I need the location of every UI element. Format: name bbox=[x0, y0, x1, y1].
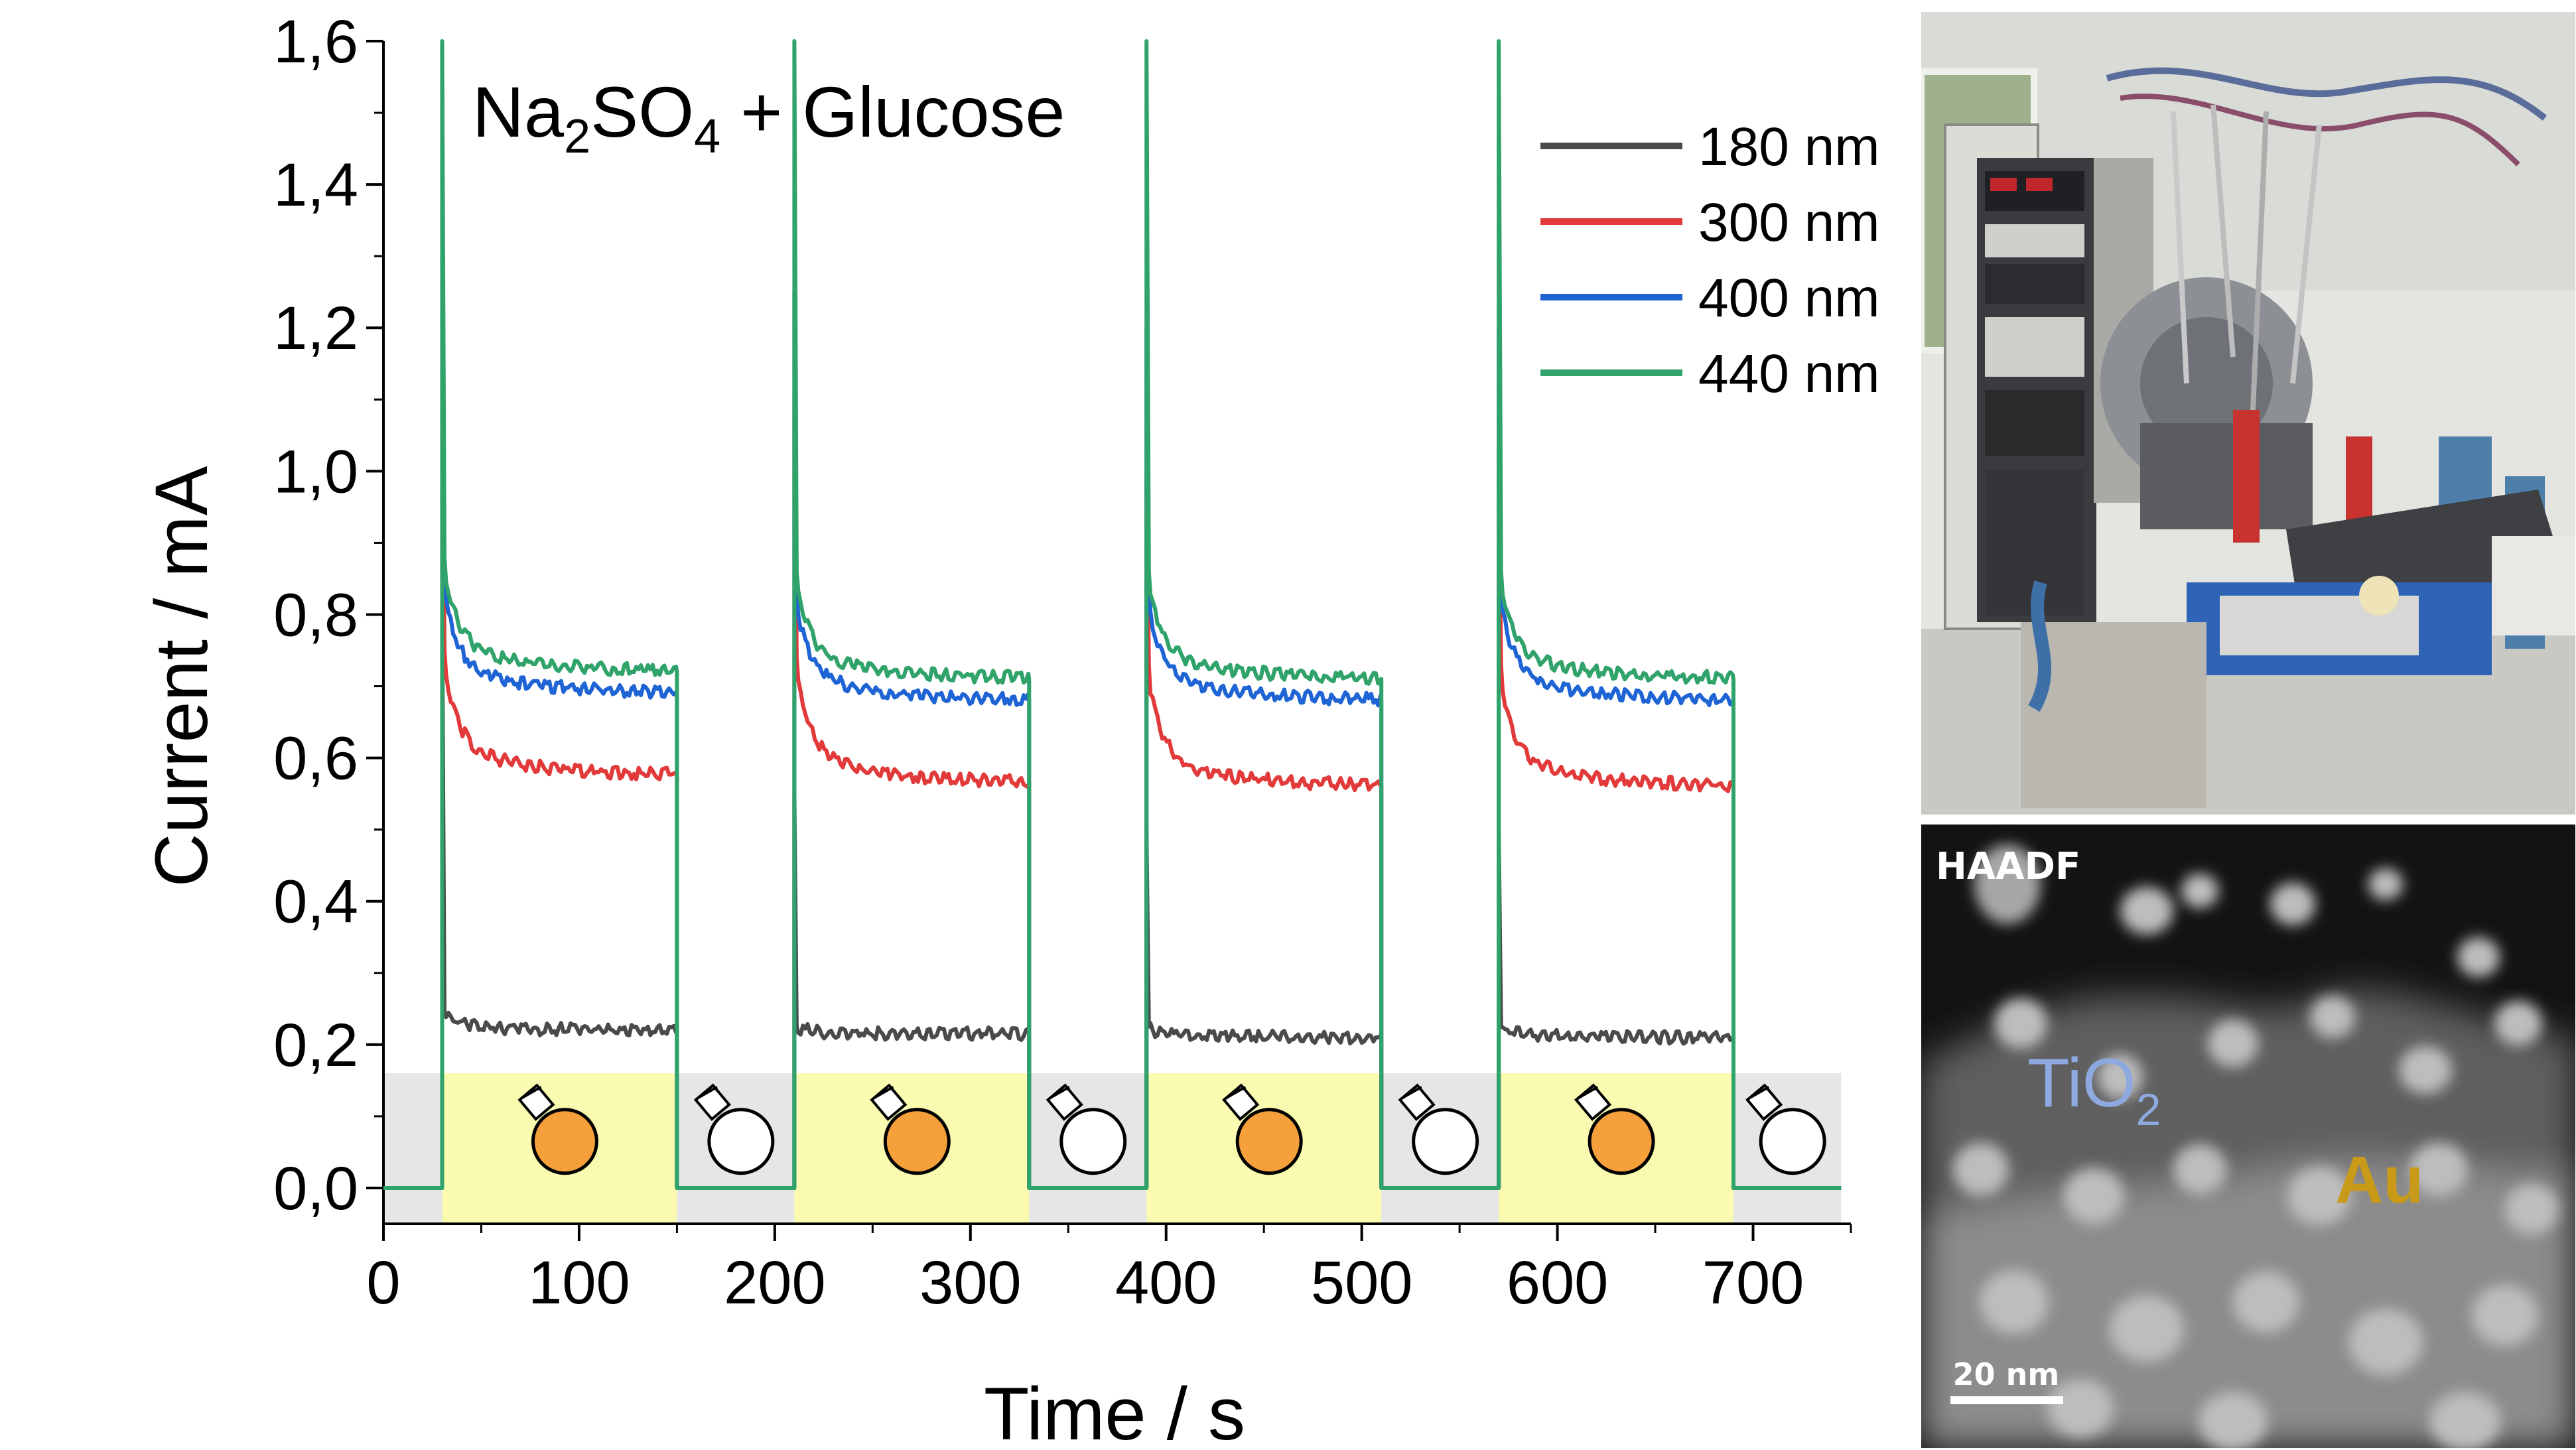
legend-label: 440 nm bbox=[1698, 344, 1880, 404]
bulb-glass bbox=[1235, 1108, 1303, 1175]
scale-bar bbox=[1950, 1396, 2063, 1404]
y-tick-label: 1,2 bbox=[273, 295, 358, 362]
haadf-stem-image: HAADF TiO2 Au 20 nm bbox=[1921, 824, 2575, 1448]
legend-label: 300 nm bbox=[1698, 192, 1880, 253]
bulb-thread bbox=[1578, 1085, 1599, 1099]
light-off-band bbox=[383, 1073, 442, 1224]
chart-axes: 0,0 0,2 0,4 0,6 0,8 1,0 1,2 1,4 1,6 0 100 200 300 400… bbox=[273, 8, 1852, 1317]
illumination-bands bbox=[383, 1073, 1842, 1224]
y-tick-label: 0,2 bbox=[273, 1012, 358, 1079]
lit-bulb-icon bbox=[1574, 1083, 1655, 1175]
y-axis-title: Current / mA bbox=[140, 466, 223, 887]
x-tick-label: 500 bbox=[1311, 1249, 1413, 1317]
photocurrent-chart: 0,0 0,2 0,4 0,6 0,8 1,0 1,2 1,4 1,6 0 100 200 300 400… bbox=[140, 8, 1880, 1450]
bulb-thread bbox=[521, 1085, 542, 1099]
series-line bbox=[383, 39, 1842, 1190]
bulb-thread bbox=[1402, 1085, 1422, 1099]
y-tick-label: 0,4 bbox=[273, 868, 358, 936]
unlit-bulb-icon bbox=[1398, 1083, 1479, 1175]
y-tick-label: 1,4 bbox=[273, 151, 358, 219]
bulb-glass bbox=[1588, 1108, 1655, 1175]
bulb-thread bbox=[1749, 1085, 1770, 1099]
unlit-bulb-icon bbox=[1745, 1083, 1826, 1175]
lit-bulb-icon bbox=[517, 1083, 598, 1175]
scale-bar-label: 20 nm bbox=[1953, 1356, 2060, 1392]
legend-label: 400 nm bbox=[1698, 268, 1880, 328]
y-tick-label: 0,6 bbox=[273, 725, 358, 793]
chart-series bbox=[383, 39, 1842, 1190]
bulb-glass bbox=[1759, 1108, 1826, 1175]
x-tick-label: 600 bbox=[1507, 1249, 1609, 1317]
legend-label: 180 nm bbox=[1698, 117, 1880, 177]
x-axis-title: Time / s bbox=[984, 1372, 1245, 1450]
x-tick-label: 0 bbox=[366, 1249, 400, 1317]
lit-bulb-icon bbox=[870, 1083, 951, 1175]
bulb-thread bbox=[1226, 1085, 1247, 1099]
x-tick-label: 400 bbox=[1115, 1249, 1217, 1317]
y-tick-label: 1,6 bbox=[273, 8, 358, 76]
x-tick-label: 700 bbox=[1702, 1249, 1804, 1317]
x-tick-label: 100 bbox=[528, 1249, 630, 1317]
lab-apparatus-photo bbox=[1921, 12, 2575, 815]
y-tick-label: 0,8 bbox=[273, 581, 358, 649]
au-label: Au bbox=[2335, 1143, 2423, 1217]
series-line bbox=[383, 254, 1842, 1190]
unlit-bulb-icon bbox=[693, 1083, 775, 1175]
tio2-label: TiO2 bbox=[2027, 1045, 2161, 1135]
bulb-thread bbox=[1050, 1085, 1070, 1099]
unlit-bulb-icon bbox=[1046, 1083, 1127, 1175]
series-line bbox=[383, 326, 1842, 1190]
chart-annotation: Na2SO4 + Glucose bbox=[472, 72, 1065, 163]
bulb-glass bbox=[1059, 1108, 1127, 1175]
bulb-glass bbox=[531, 1108, 598, 1175]
haadf-label: HAADF bbox=[1936, 845, 2080, 888]
lit-bulb-icon bbox=[1222, 1083, 1303, 1175]
bulb-glass bbox=[1412, 1108, 1479, 1175]
bulb-thread bbox=[874, 1085, 894, 1099]
x-tick-label: 200 bbox=[724, 1249, 826, 1317]
chart-legend: 180 nm 300 nm 400 nm 440 nm bbox=[1540, 117, 1880, 404]
bulb-glass bbox=[707, 1108, 775, 1175]
y-tick-label: 1,0 bbox=[273, 438, 358, 505]
bulb-thread bbox=[697, 1085, 718, 1099]
x-tick-label: 300 bbox=[919, 1249, 1022, 1317]
bulb-glass bbox=[883, 1108, 951, 1175]
y-tick-label: 0,0 bbox=[273, 1155, 358, 1222]
